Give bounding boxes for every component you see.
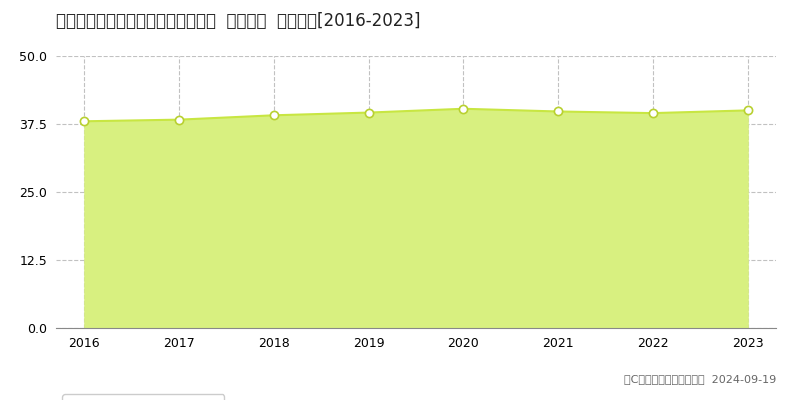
Legend: 公示地価  平均坪単価(万円/坪): 公示地価 平均坪単価(万円/坪) — [62, 394, 224, 400]
Point — [741, 107, 754, 114]
Point — [552, 108, 565, 115]
Text: （C）土地価格ドットコム  2024-09-19: （C）土地価格ドットコム 2024-09-19 — [624, 374, 776, 384]
Text: 愛知県春日井市篠木町１丁目３４番  公示地価  地価推移[2016-2023]: 愛知県春日井市篠木町１丁目３４番 公示地価 地価推移[2016-2023] — [56, 12, 421, 30]
Point — [173, 116, 186, 123]
Point — [457, 106, 470, 112]
Point — [362, 109, 375, 116]
Point — [78, 118, 91, 124]
Point — [646, 110, 659, 116]
Point — [267, 112, 280, 118]
